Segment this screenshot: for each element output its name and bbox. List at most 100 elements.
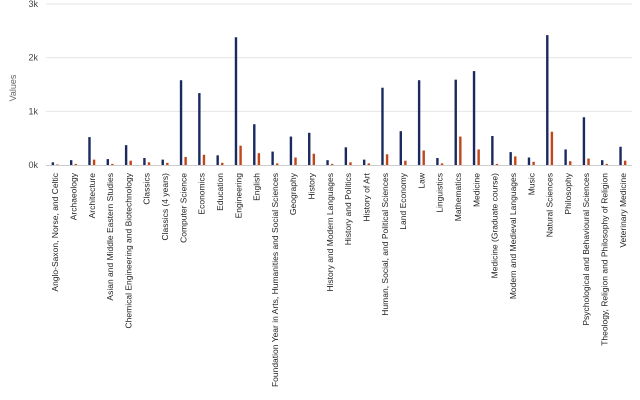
- x-category-label: Foundation Year in Arts, Humanities and …: [270, 173, 280, 387]
- bar-series-1: [527, 157, 531, 165]
- bar-series-2: [605, 163, 609, 165]
- bar-series-2: [147, 162, 151, 165]
- x-category-label: Linguistics: [435, 173, 445, 213]
- bar-series-1: [472, 71, 476, 165]
- bar-series-1: [216, 155, 219, 165]
- x-category-label: Natural Sciences: [545, 173, 555, 237]
- bar-series-2: [385, 154, 389, 165]
- x-category-label: History of Art: [361, 172, 371, 221]
- x-category-label: Geography: [288, 172, 298, 215]
- x-category-label: History: [307, 172, 317, 199]
- bar-series-1: [289, 136, 293, 165]
- grid-lines: [46, 3, 632, 112]
- bar-series-1: [564, 149, 567, 165]
- bar-series-2: [550, 131, 554, 165]
- bar-series-1: [454, 79, 457, 165]
- bar-series-2: [129, 160, 132, 165]
- bar-series-1: [69, 160, 73, 165]
- x-category-label: Architecture: [87, 173, 97, 219]
- bar-series-2: [239, 145, 242, 165]
- x-category-label: Music: [526, 172, 536, 195]
- bar-series-2: [221, 162, 224, 165]
- bar-series-1: [509, 152, 512, 165]
- bar-series-1: [124, 145, 128, 165]
- bar-series-1: [308, 132, 311, 165]
- bar-series-2: [422, 150, 425, 165]
- bar-series-2: [623, 160, 627, 165]
- bar-series-2: [514, 156, 517, 165]
- x-category-label: Education: [215, 173, 225, 211]
- bar-series-2: [477, 149, 480, 165]
- bar-series-1: [198, 93, 201, 165]
- bar-series-1: [582, 117, 586, 165]
- bar-series-2: [111, 163, 114, 165]
- bar-series-1: [271, 151, 274, 165]
- bar-series-1: [417, 80, 421, 165]
- y-tick-label: 1k: [28, 106, 38, 116]
- bar-series-2: [184, 156, 187, 165]
- y-tick-label: 0k: [28, 160, 38, 170]
- bar-series-1: [161, 159, 164, 165]
- x-category-label: Anglo-Saxon, Norse, and Celtic: [50, 172, 60, 291]
- x-category-label: Philosophy: [563, 172, 573, 214]
- bar-series-1: [399, 131, 402, 165]
- bar-series-2: [74, 163, 77, 165]
- bar-series-1: [344, 147, 348, 165]
- x-category-label: Chemical Engineering and Biotechnology: [123, 172, 133, 328]
- bar-series-1: [234, 37, 238, 165]
- x-category-label: Economics: [197, 173, 207, 215]
- x-category-label: Medicine: [471, 173, 481, 207]
- bar-series-2: [202, 154, 206, 165]
- bar-series-1: [179, 80, 183, 165]
- bar-series-1: [106, 159, 109, 165]
- x-category-label: Human, Social, and Political Sciences: [380, 173, 390, 316]
- x-category-label: Law: [416, 172, 426, 188]
- bar-series-2: [330, 163, 334, 165]
- bar-series-2: [92, 159, 96, 165]
- x-category-label: Psychological and Behavioural Sciences: [581, 173, 591, 326]
- x-category-label: Modern and Medieval Languages: [508, 173, 518, 299]
- bar-series-2: [294, 157, 297, 165]
- y-axis-ticks: 0k 1k 2k 3k: [28, 0, 38, 170]
- x-axis-category-labels: Anglo-Saxon, Norse, and Celtic Archaeolog…: [50, 172, 628, 387]
- x-category-label: Land Economy: [398, 172, 408, 229]
- bar-series-2: [276, 163, 279, 165]
- bar-series-1: [326, 160, 329, 165]
- bar-series-2: [587, 158, 590, 165]
- bar-series-2: [367, 163, 370, 165]
- bar-series-2: [404, 160, 407, 165]
- x-category-label: Computer Science: [178, 173, 188, 243]
- x-category-label: Mathematics: [453, 173, 463, 221]
- bar-series-2: [257, 153, 261, 165]
- bar-series-1: [362, 159, 366, 165]
- bar-series-2: [440, 163, 444, 165]
- bar-series-1: [143, 158, 146, 165]
- bar-series-2: [569, 161, 572, 165]
- x-category-label: History and Politics: [343, 173, 353, 245]
- bar-series-2: [166, 162, 169, 165]
- bar-series-1: [51, 162, 55, 165]
- bar-series-1: [436, 158, 439, 165]
- bar-series-2: [459, 136, 462, 165]
- x-category-label: Theology, Religion and Philosophy of Rel…: [600, 173, 610, 346]
- x-category-label: Classics: [142, 173, 152, 205]
- y-axis-title: Values: [8, 74, 18, 101]
- bar-series-2: [349, 162, 352, 165]
- x-category-label: History and Modern Languages: [325, 173, 335, 292]
- bars: [51, 35, 627, 165]
- bar-series-2: [312, 153, 316, 165]
- bar-series-2: [532, 161, 535, 165]
- bar-series-2: [56, 164, 59, 165]
- x-category-label: English: [252, 173, 262, 201]
- x-category-label: Asian and Middle Eastern Studies: [105, 173, 115, 301]
- x-category-label: Archaeology: [68, 172, 78, 220]
- bar-series-1: [491, 136, 494, 165]
- bar-series-1: [601, 160, 604, 165]
- x-category-label: Medicine (Graduate course): [490, 173, 500, 279]
- bar-series-1: [546, 35, 549, 165]
- bar-series-1: [381, 87, 384, 165]
- bar-series-2: [495, 163, 499, 165]
- x-category-label: Classics (4 years): [160, 173, 170, 241]
- x-category-label: Veterinary Medicine: [618, 173, 628, 248]
